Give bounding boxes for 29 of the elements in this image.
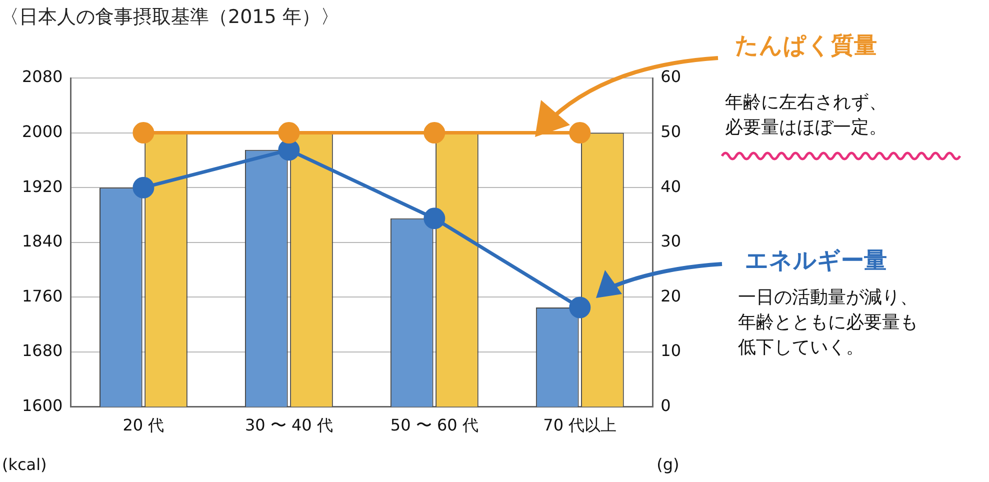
text: 一日の活動量が減り、年齢とともに必要量も低下していく。 [738,286,919,360]
y-tick-label: 1600 [22,396,63,415]
legend-label: エネルギー量 [745,247,887,276]
y-tick-label: 1760 [22,286,63,306]
y-tick-label: 1920 [22,176,63,196]
y2-axis-title: (g) [656,455,680,474]
x-tick-label: 30 〜 40 代 [244,416,333,435]
y2-tick-label: 50 [660,122,681,141]
y-tick-label: 2080 [22,67,63,86]
y-tick-label: 1840 [22,232,63,251]
y-axis-title: (kcal) [2,455,47,474]
point [278,139,300,161]
x-tick-label: 20 代 [122,416,164,435]
y2-tick-label: 30 [660,232,681,251]
point [132,176,154,198]
x-tick-label: 70 代以上 [543,416,617,435]
point [424,208,446,230]
y2-tick-label: 40 [660,176,681,196]
text: たんぱく質量 [735,32,877,61]
y2-tick-label: 20 [660,286,681,306]
y2-tick-label: 0 [660,396,671,415]
y2-tick-label: 10 [660,341,681,360]
y-tick-label: 1680 [22,341,63,360]
y2-tick-label: 60 [660,67,681,86]
text: 年齢に左右されず、必要量はほぼ一定。 [725,91,888,140]
y-tick-label: 2000 [22,122,63,141]
point [569,296,591,318]
chart-title: 〈日本人の食事摂取基準（2015 年）〉 [0,5,340,30]
x-tick-label: 50 〜 60 代 [390,416,478,435]
